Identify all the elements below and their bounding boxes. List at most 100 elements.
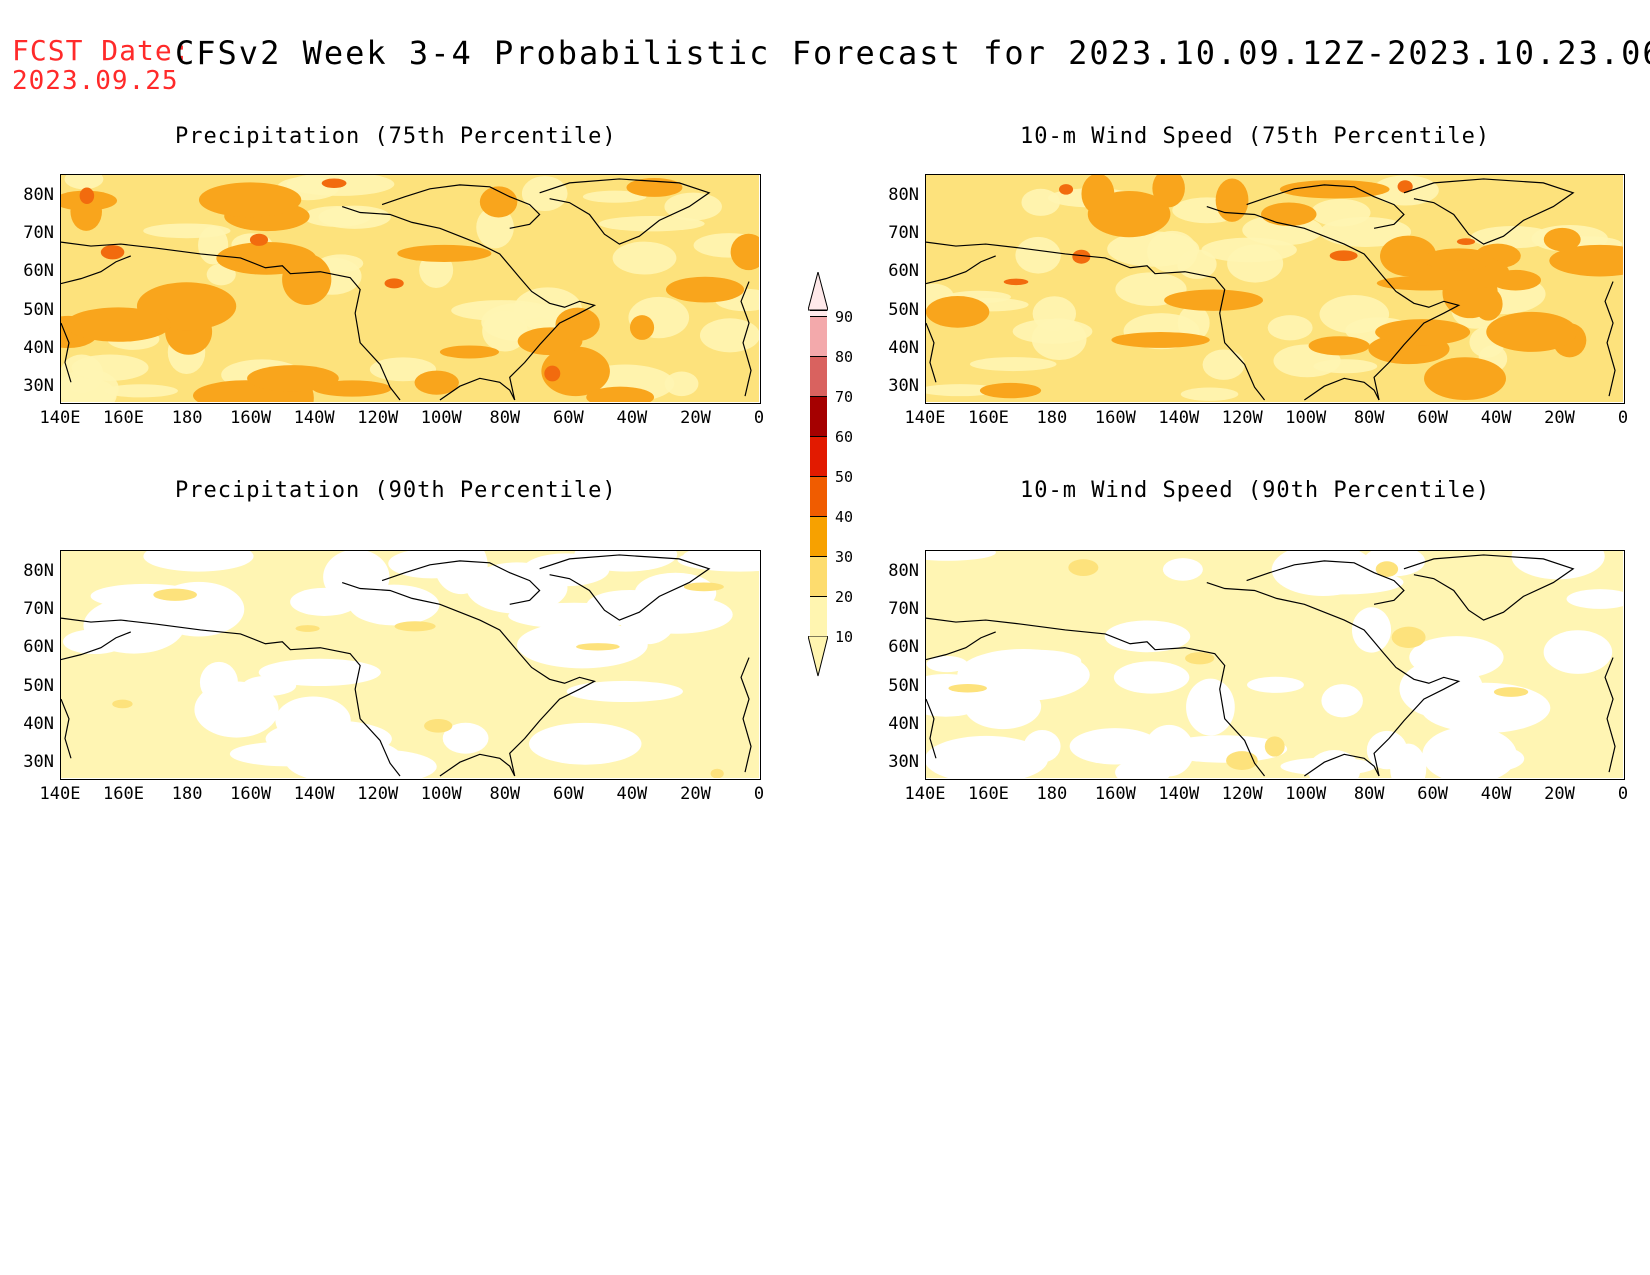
lon-tick-label: 140W (1158, 408, 1200, 428)
lat-tick-label: 40N (888, 337, 919, 358)
lon-tick-label: 140W (1158, 784, 1200, 804)
lon-tick-label: 60W (1417, 784, 1448, 804)
field-blob-high (1397, 180, 1413, 193)
field-blob-none (926, 551, 996, 561)
map-wind90 (925, 550, 1625, 780)
field-blob-none (1390, 743, 1427, 778)
legend-swatch (810, 436, 827, 476)
coastline (1604, 657, 1616, 773)
field-blob-none (1543, 630, 1613, 674)
field-blob-low (683, 582, 724, 592)
legend-bottom-arrow (808, 636, 828, 677)
coastline (1403, 554, 1575, 621)
lon-tick-label: 160W (1094, 408, 1136, 428)
field-blob-low (112, 699, 133, 709)
field-blob-high (79, 187, 95, 205)
field-blob-none (1069, 728, 1161, 765)
field-blob-mid (282, 253, 332, 305)
legend-label: 30 (835, 548, 854, 566)
field-blob-high (100, 245, 125, 260)
lat-tick-label: 50N (23, 675, 54, 696)
field-blob-low (664, 192, 722, 221)
field-blob-mid (1486, 311, 1577, 352)
field-blob-none (926, 735, 1048, 778)
coastline (61, 698, 72, 759)
field-blob-none (1422, 726, 1517, 778)
field-blob-low (1201, 237, 1297, 263)
field-blob-mid (730, 233, 759, 271)
field-blob-none (1566, 589, 1623, 609)
coastline (926, 322, 937, 383)
field-blob-mid (1215, 178, 1249, 222)
lon-tick-label: 20W (1544, 408, 1575, 428)
legend-swatch (810, 316, 827, 356)
fcst-date-label: FCST Date: (12, 34, 191, 67)
field-blob-none (1162, 558, 1203, 581)
lon-tick-label: 60W (553, 784, 584, 804)
field-blob-low (1068, 559, 1099, 576)
lat-tick-label: 30N (23, 751, 54, 772)
field-blob-low (612, 241, 677, 275)
lon-tick-label: 120W (1221, 408, 1263, 428)
field-blob-mid (1081, 175, 1115, 215)
lon-tick-label: 0 (1617, 784, 1629, 804)
field-blob-low (1375, 561, 1399, 577)
coastline (740, 281, 752, 397)
coastline (1304, 753, 1380, 777)
legend-label: 50 (835, 468, 854, 486)
coastline (61, 617, 401, 777)
coastline (439, 753, 516, 777)
field-blob-high (384, 278, 404, 289)
lat-tick-label: 70N (888, 598, 919, 619)
field-blob-none (1351, 607, 1392, 653)
field-blob-none (258, 658, 381, 687)
field-blob-mid (541, 346, 610, 397)
lon-tick-label: 180 (1036, 408, 1068, 428)
coastline (439, 377, 516, 401)
legend-label: 20 (835, 588, 854, 606)
lon-tick-label: 80W (1353, 408, 1385, 428)
field-blob-mid (1261, 202, 1317, 227)
field-blob-low (1226, 751, 1258, 770)
field-blob-high (321, 178, 347, 188)
lat-tick-label: 40N (888, 713, 919, 734)
field-blob-low (1264, 736, 1285, 757)
coastline (1246, 184, 1405, 229)
legend-label: 70 (835, 388, 854, 406)
lon-tick-label: 140W (293, 408, 335, 428)
field-blob-low (664, 371, 699, 397)
field-blob-mid (1308, 336, 1370, 356)
field-blob-low (1391, 626, 1426, 648)
field-blob-low (64, 175, 104, 190)
field-blob-mid (414, 370, 459, 395)
field-blob-high (1072, 249, 1091, 264)
lat-tick-label: 40N (23, 337, 54, 358)
field-blob-none (143, 551, 254, 572)
field-blob-mid (479, 186, 518, 218)
field-blob-mid (65, 307, 172, 342)
lon-tick-label: 60W (553, 408, 584, 428)
field-blob-low (699, 318, 759, 353)
lat-tick-label: 70N (23, 598, 54, 619)
lat-tick-label: 80N (888, 560, 919, 581)
field-blob-none (348, 584, 440, 626)
field-blob-low (1267, 315, 1313, 341)
lon-tick-label: 100W (420, 408, 462, 428)
field-blob-high (249, 233, 269, 246)
field-blob-low (598, 216, 705, 232)
field-blob-low (969, 357, 1057, 372)
field-blob-low (1177, 305, 1210, 341)
field-blob-mid (1152, 175, 1185, 208)
lon-tick-label: 100W (1285, 408, 1327, 428)
lat-tick-label: 70N (23, 222, 54, 243)
coastline (381, 560, 541, 605)
field-blob-low (1180, 387, 1239, 401)
field-blob-low (710, 768, 724, 778)
field-blob-none (194, 681, 279, 738)
lon-tick-label: 20W (680, 784, 711, 804)
lon-tick-label: 40W (616, 784, 648, 804)
field-blob-none (1399, 659, 1483, 718)
lat-tick-label: 60N (23, 636, 54, 657)
coastline (1604, 281, 1616, 397)
lon-tick-label: 60W (1417, 408, 1448, 428)
